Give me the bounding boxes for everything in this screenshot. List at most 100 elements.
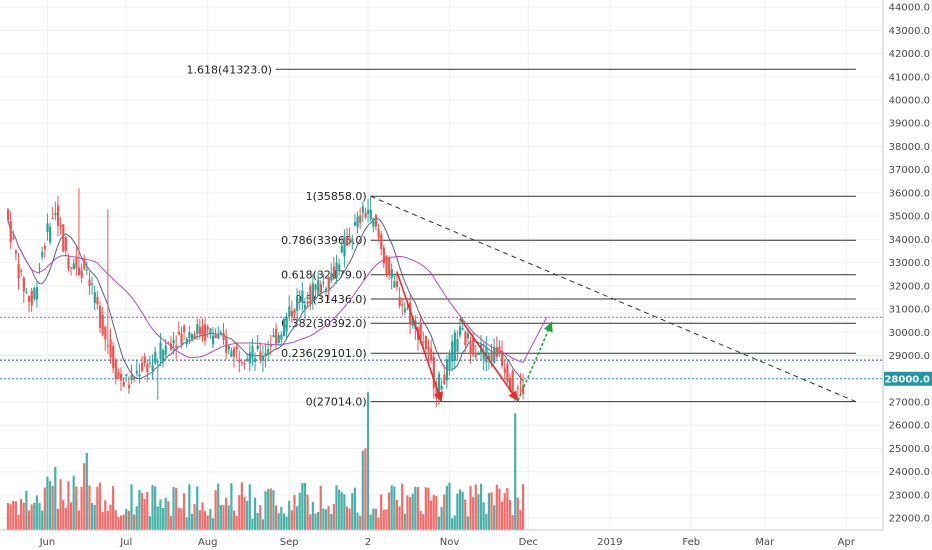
candle-body	[493, 347, 496, 363]
volume-bar	[427, 487, 430, 530]
volume-bar	[403, 513, 406, 530]
candle-body	[209, 328, 212, 335]
candles	[7, 188, 525, 408]
volume-bar	[345, 506, 349, 530]
candle-body	[162, 350, 165, 362]
candle-body	[59, 225, 62, 227]
candle-body	[93, 292, 96, 303]
price-axis[interactable]: 22000.0 23000.0 24000.0 25000.0 26000.0 27000…	[882, 0, 932, 550]
candle-body	[445, 359, 449, 381]
candle-body	[508, 377, 512, 391]
candle-body	[96, 296, 99, 305]
candle-body	[282, 319, 286, 336]
candle-body	[324, 288, 328, 291]
volume-bar	[122, 514, 125, 530]
volume-bar	[98, 482, 102, 530]
candle-body	[70, 267, 73, 269]
candle-body	[393, 280, 396, 288]
volume-bar	[138, 490, 141, 530]
volume-bar	[479, 483, 483, 530]
volume-bar	[282, 513, 286, 530]
candle-body	[38, 268, 41, 270]
candle-body	[41, 252, 44, 258]
volume-bar	[521, 484, 525, 530]
price-tick-label: 31000.0	[889, 305, 930, 316]
candle-body	[106, 345, 110, 347]
volume-bar	[448, 482, 451, 530]
fib-level-label: 0.382(30392.0)	[281, 317, 367, 330]
volume-bar	[474, 484, 477, 530]
volume-bar	[106, 510, 109, 530]
volume-bar	[319, 485, 322, 530]
volume-bar	[340, 492, 343, 530]
volume-bar	[182, 493, 186, 530]
candle-body	[430, 348, 433, 361]
volume-bar	[169, 516, 173, 530]
volume-bar	[204, 511, 207, 530]
time-tick-label: Mar	[755, 537, 775, 548]
candle-body	[154, 351, 157, 364]
volume-bar	[177, 507, 180, 530]
time-tick-label: Sep	[280, 537, 299, 548]
volume-bar	[385, 509, 388, 530]
candle-body	[43, 245, 46, 250]
volume-bar	[338, 489, 341, 530]
volume-bar	[172, 486, 175, 530]
fib-level-label: 1.618(41323.0)	[186, 63, 272, 76]
volume-bar	[164, 497, 167, 530]
volume-bar	[38, 503, 41, 530]
volume-bar	[353, 487, 356, 530]
volume-bar	[430, 500, 433, 530]
volume-bar	[161, 507, 165, 530]
candle-body	[64, 237, 68, 251]
candle-body	[159, 342, 162, 360]
candle-body	[235, 346, 238, 349]
volume-bar	[359, 515, 362, 530]
candle-body	[461, 328, 464, 330]
candle-body	[356, 216, 359, 227]
volume-bar	[20, 498, 23, 530]
candle-body	[501, 350, 504, 366]
volume-bar	[335, 485, 338, 530]
horizontal-levels	[0, 316, 883, 380]
candle-body	[138, 374, 141, 377]
candle-body	[49, 226, 52, 243]
volume-bar	[301, 483, 304, 530]
volume-bar	[196, 486, 199, 530]
candle-body	[156, 361, 159, 363]
candle-body	[338, 264, 341, 272]
volume-bar	[180, 508, 183, 530]
volume-bar	[469, 485, 472, 530]
volume-bar	[225, 497, 228, 530]
volume-bar	[62, 500, 65, 530]
volume-bar	[440, 506, 443, 530]
volume-bar	[406, 495, 409, 530]
decline-arrow	[396, 271, 444, 403]
candle-body	[422, 341, 425, 343]
volume-bar	[232, 510, 236, 530]
fib-level-label: 0.618(32479.0)	[281, 269, 367, 282]
volume-bar	[380, 494, 383, 530]
volume-bar	[361, 450, 364, 530]
volume-bar	[332, 503, 335, 530]
candle-body	[485, 346, 488, 363]
fib-level-label: 0.236(29101.0)	[281, 347, 367, 360]
volume-bar	[466, 516, 469, 530]
volume-bar	[274, 505, 278, 530]
candle-body	[148, 362, 152, 364]
candle-body	[117, 372, 120, 379]
candle-body	[206, 326, 209, 330]
candle-body	[506, 363, 509, 383]
candle-body	[190, 334, 194, 341]
price-tick-label: 42000.0	[889, 49, 930, 60]
candle-body	[440, 386, 443, 390]
volume-bar	[83, 463, 86, 530]
time-axis[interactable]: Jun Jul Aug Sep 2 Nov Dec 2019 Feb Mar Apr	[0, 529, 932, 550]
price-tick-label: 26000.0	[889, 421, 930, 432]
volume-bar	[493, 505, 496, 530]
candle-body	[188, 332, 191, 339]
price-tick-label: 44000.0	[889, 3, 930, 14]
candle-body	[390, 269, 393, 279]
volume-bar	[500, 501, 504, 530]
